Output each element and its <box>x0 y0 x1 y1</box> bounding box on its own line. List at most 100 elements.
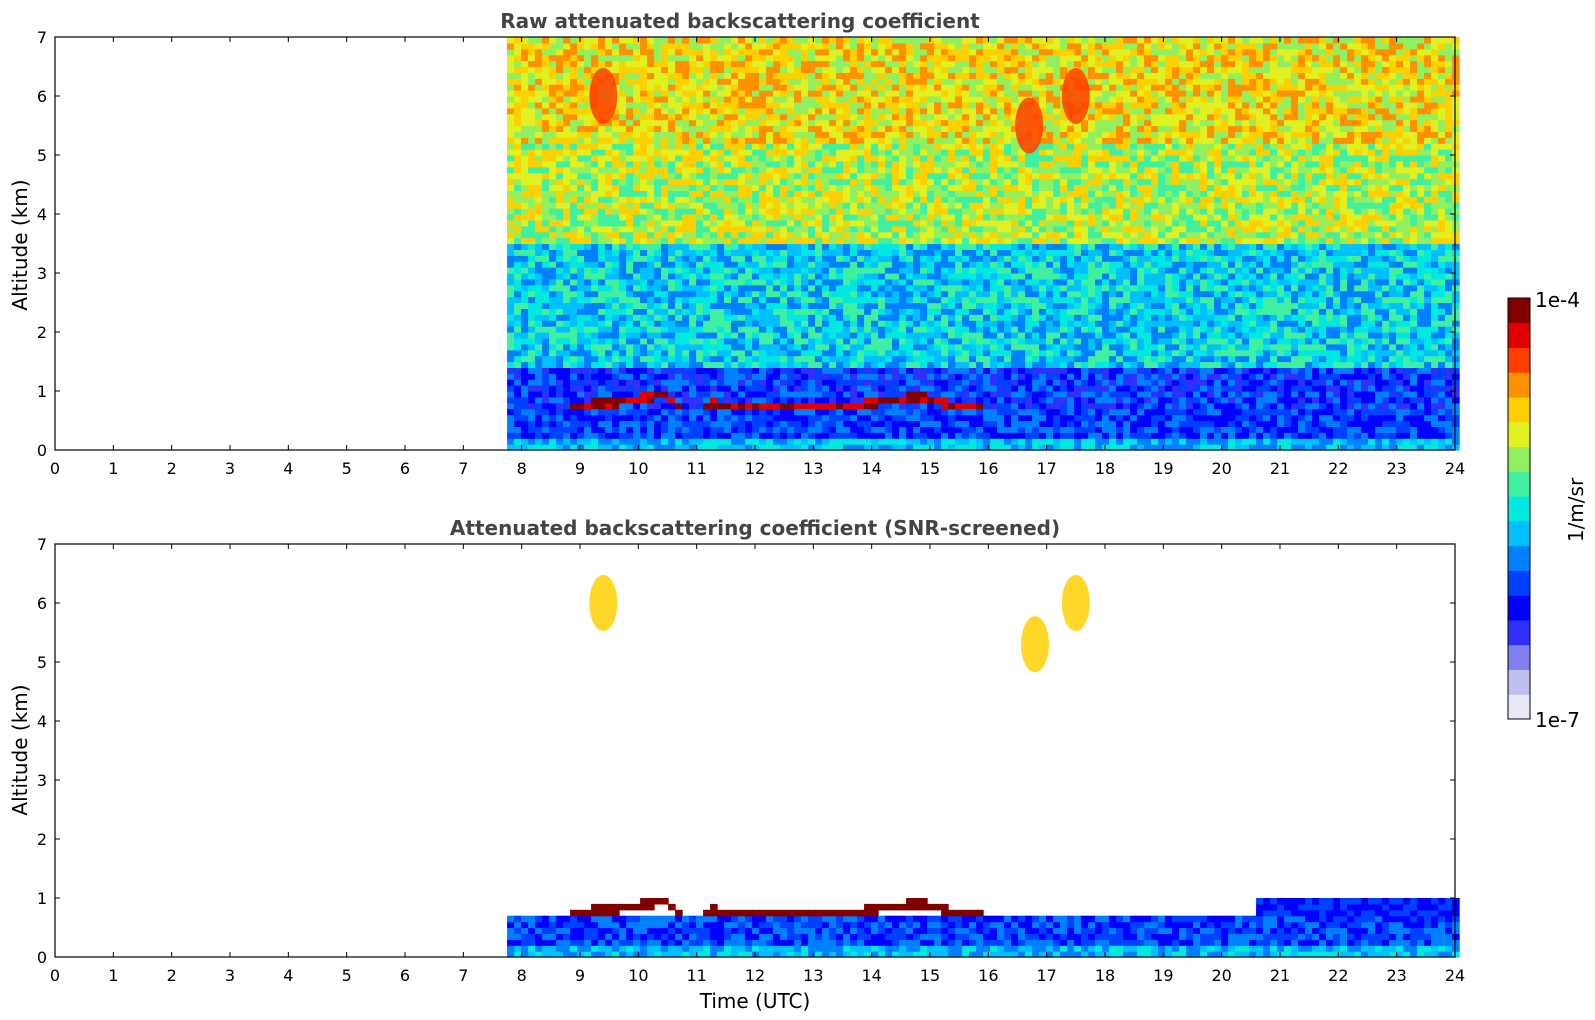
heat-cell <box>808 343 816 351</box>
heat-cell <box>654 255 662 262</box>
heat-cell <box>745 290 753 298</box>
heat-cell <box>934 373 942 380</box>
heat-cell <box>801 385 809 392</box>
heat-cell <box>997 420 1005 427</box>
heat-cell <box>773 361 781 368</box>
heat-cell <box>955 249 963 256</box>
heat-cell <box>906 48 914 56</box>
heat-cell <box>598 166 606 174</box>
heat-cell <box>906 396 914 404</box>
heat-cell <box>724 84 732 91</box>
heat-cell <box>640 184 648 191</box>
heat-cell <box>836 237 844 245</box>
heat-cell <box>745 113 753 121</box>
heat-cell <box>829 231 837 239</box>
heat-cell <box>668 385 676 392</box>
heat-cell <box>815 125 823 132</box>
heat-cell <box>801 137 809 144</box>
heat-cell <box>871 408 879 416</box>
heat-cell <box>892 84 900 91</box>
heat-cell <box>843 219 851 227</box>
heat-cell <box>906 438 914 445</box>
heat-cell <box>948 432 956 439</box>
heat-cell <box>969 160 977 168</box>
heat-cell <box>514 37 522 44</box>
heat-cell <box>829 155 837 162</box>
heat-cell <box>626 308 634 315</box>
heat-cell <box>668 296 676 304</box>
heat-cell <box>654 444 662 451</box>
heat-cell <box>794 414 802 422</box>
heat-cell <box>850 438 858 445</box>
heat-cell <box>927 314 935 321</box>
heat-cell <box>808 420 816 427</box>
heat-cell <box>969 432 977 439</box>
heat-cell <box>528 48 536 56</box>
heat-cell <box>808 314 816 321</box>
heat-cell <box>696 361 704 368</box>
heat-cell <box>990 125 998 132</box>
heat-cell <box>521 190 529 197</box>
heat-cell <box>759 78 767 85</box>
heat-cell <box>724 361 732 368</box>
heat-cell <box>955 373 963 380</box>
heat-cell <box>507 208 515 215</box>
heat-cell <box>598 391 606 398</box>
heat-cell <box>731 343 739 351</box>
heat-cell <box>521 243 529 250</box>
heat-cell <box>969 278 977 286</box>
heat-cell <box>577 391 585 398</box>
heat-cell <box>549 391 557 398</box>
heat-cell <box>654 225 662 233</box>
heat-cell <box>843 66 851 73</box>
heat-cell <box>738 196 746 203</box>
heat-cell <box>514 408 522 416</box>
heat-cell <box>934 237 942 245</box>
heat-cell <box>927 119 935 127</box>
heat-cell <box>521 178 529 186</box>
heat-cell <box>794 143 802 150</box>
heat-cell <box>962 349 970 357</box>
heat-cell <box>668 96 676 103</box>
heat-cell <box>724 426 732 433</box>
heat-cell <box>934 414 942 422</box>
heat-cell <box>654 96 662 103</box>
heat-cell <box>619 96 627 103</box>
heat-cell <box>542 420 550 427</box>
heat-cell <box>815 438 823 445</box>
heat-cell <box>773 237 781 245</box>
heat-cell <box>892 255 900 262</box>
heat-cell <box>941 225 949 233</box>
heat-cell <box>906 290 914 298</box>
heat-cell <box>836 343 844 351</box>
heat-cell <box>997 84 1005 91</box>
heat-cell <box>626 113 634 121</box>
heat-cell <box>563 426 571 433</box>
heat-cell <box>913 391 921 398</box>
heat-cell <box>906 355 914 363</box>
heat-cell <box>710 273 718 280</box>
heat-cell <box>941 361 949 368</box>
heat-cell <box>745 231 753 239</box>
heat-cell <box>843 60 851 68</box>
heat-cell <box>878 219 886 227</box>
heat-cell <box>899 96 907 103</box>
heat-cell <box>549 373 557 380</box>
heat-cell <box>759 361 767 368</box>
heat-cell <box>766 320 774 327</box>
heat-cell <box>556 131 564 138</box>
heat-cell <box>535 107 543 115</box>
heat-cell <box>542 78 550 85</box>
heat-cell <box>885 278 893 286</box>
heat-cell <box>605 243 613 250</box>
heat-cell <box>864 284 872 292</box>
heat-cell <box>591 119 599 127</box>
heat-cell <box>934 267 942 274</box>
heat-cell <box>745 137 753 144</box>
heat-cell <box>983 190 991 197</box>
heat-cell <box>584 78 592 85</box>
heat-cell <box>738 426 746 433</box>
heat-cell <box>661 54 669 62</box>
heat-cell <box>507 42 515 50</box>
heat-cell <box>990 178 998 186</box>
